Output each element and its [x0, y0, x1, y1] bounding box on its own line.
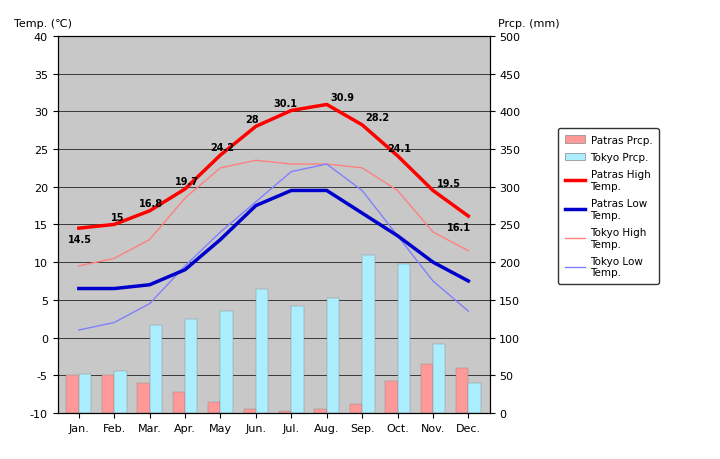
Text: 24.1: 24.1: [387, 144, 411, 154]
Bar: [208, 402, 220, 413]
Bar: [256, 289, 269, 413]
Bar: [327, 299, 339, 413]
Text: 19.5: 19.5: [436, 179, 461, 189]
Bar: [102, 375, 114, 413]
Text: 19.7: 19.7: [174, 177, 199, 187]
Bar: [362, 255, 374, 413]
Bar: [420, 364, 433, 413]
Text: 24.2: 24.2: [210, 143, 234, 153]
Text: 14.5: 14.5: [68, 234, 92, 244]
Bar: [114, 371, 127, 413]
Bar: [185, 319, 197, 413]
Bar: [315, 409, 327, 413]
Bar: [173, 392, 185, 413]
Text: 16.8: 16.8: [139, 199, 163, 209]
Bar: [456, 368, 468, 413]
Text: 15: 15: [111, 213, 125, 223]
Bar: [292, 306, 304, 413]
Bar: [66, 375, 79, 413]
Text: 28: 28: [246, 115, 259, 124]
Bar: [385, 381, 397, 413]
Bar: [220, 312, 233, 413]
Text: 30.1: 30.1: [274, 99, 297, 109]
Text: Prcp. (mm): Prcp. (mm): [498, 19, 560, 29]
Bar: [150, 325, 162, 413]
Text: Temp. (℃): Temp. (℃): [14, 19, 73, 29]
Bar: [468, 383, 481, 413]
Bar: [243, 409, 256, 413]
Text: 28.2: 28.2: [366, 113, 390, 123]
Bar: [397, 265, 410, 413]
Bar: [433, 344, 446, 413]
Text: 30.9: 30.9: [330, 93, 354, 103]
Text: 16.1: 16.1: [447, 222, 471, 232]
Bar: [138, 383, 150, 413]
Bar: [79, 374, 91, 413]
Bar: [350, 404, 362, 413]
Bar: [279, 411, 292, 413]
Legend: Patras Prcp., Tokyo Prcp., Patras High
Temp., Patras Low
Temp., Tokyo High
Temp.: Patras Prcp., Tokyo Prcp., Patras High T…: [558, 129, 659, 284]
